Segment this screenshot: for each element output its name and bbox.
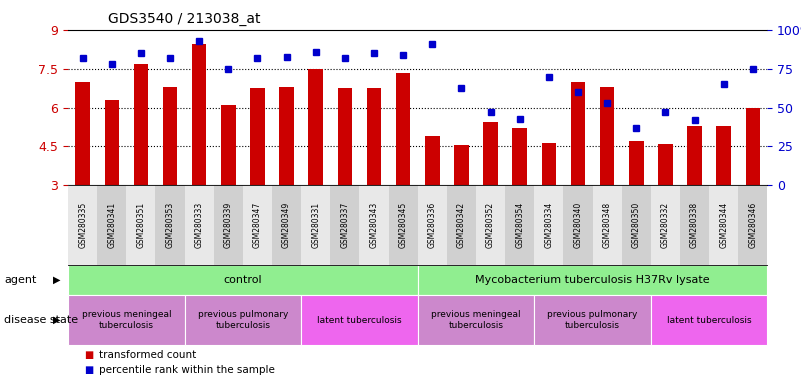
Text: transformed count: transformed count [99,350,195,360]
Text: GDS3540 / 213038_at: GDS3540 / 213038_at [108,12,260,26]
Text: GSM280350: GSM280350 [632,202,641,248]
Bar [337,88,352,185]
Bar [192,45,207,185]
Text: GSM280332: GSM280332 [661,202,670,248]
Text: GSM280342: GSM280342 [457,202,466,248]
Text: previous meningeal
tuberculosis: previous meningeal tuberculosis [82,310,171,330]
Text: latent tuberculosis: latent tuberculosis [666,316,751,324]
Text: GSM280343: GSM280343 [369,202,379,248]
Bar [658,144,673,185]
Text: GSM280334: GSM280334 [545,202,553,248]
Bar [483,122,498,185]
Text: Mycobacterium tuberculosis H37Rv lysate: Mycobacterium tuberculosis H37Rv lysate [475,275,710,285]
Text: GSM280353: GSM280353 [166,202,175,248]
Text: GSM280333: GSM280333 [195,202,203,248]
Bar [250,88,265,185]
Text: GSM280338: GSM280338 [690,202,699,248]
Text: ■: ■ [84,350,94,360]
Text: GSM280337: GSM280337 [340,202,349,248]
Bar [308,69,323,185]
Bar [746,108,760,185]
Bar [600,87,614,185]
Text: previous pulmonary
tuberculosis: previous pulmonary tuberculosis [198,310,288,330]
Text: ■: ■ [84,365,94,376]
Text: control: control [223,275,262,285]
Text: GSM280336: GSM280336 [428,202,437,248]
Bar [104,100,119,185]
Text: ▶: ▶ [53,275,60,285]
Bar [716,126,731,185]
Text: disease state: disease state [4,315,78,325]
Bar [541,142,556,185]
Text: latent tuberculosis: latent tuberculosis [317,316,402,324]
Text: GSM280352: GSM280352 [486,202,495,248]
Bar [425,136,440,185]
Text: GSM280354: GSM280354 [515,202,524,248]
Bar [687,126,702,185]
Text: GSM280341: GSM280341 [107,202,116,248]
Bar [454,145,469,185]
Bar [280,87,294,185]
Bar [513,128,527,185]
Text: GSM280335: GSM280335 [78,202,87,248]
Bar [367,88,381,185]
Text: percentile rank within the sample: percentile rank within the sample [99,365,275,376]
Text: GSM280349: GSM280349 [282,202,291,248]
Text: GSM280340: GSM280340 [574,202,582,248]
Text: GSM280339: GSM280339 [223,202,233,248]
Bar [163,87,177,185]
Text: GSM280345: GSM280345 [399,202,408,248]
Text: GSM280331: GSM280331 [312,202,320,248]
Text: ▶: ▶ [53,315,60,325]
Text: agent: agent [4,275,36,285]
Text: GSM280346: GSM280346 [748,202,757,248]
Bar [396,73,410,185]
Text: GSM280344: GSM280344 [719,202,728,248]
Text: GSM280351: GSM280351 [136,202,146,248]
Text: GSM280347: GSM280347 [253,202,262,248]
Bar [570,82,586,185]
Bar [629,141,643,185]
Bar [134,64,148,185]
Text: GSM280348: GSM280348 [602,202,612,248]
Text: previous pulmonary
tuberculosis: previous pulmonary tuberculosis [547,310,638,330]
Bar [75,82,90,185]
Bar [221,105,235,185]
Text: previous meningeal
tuberculosis: previous meningeal tuberculosis [431,310,521,330]
